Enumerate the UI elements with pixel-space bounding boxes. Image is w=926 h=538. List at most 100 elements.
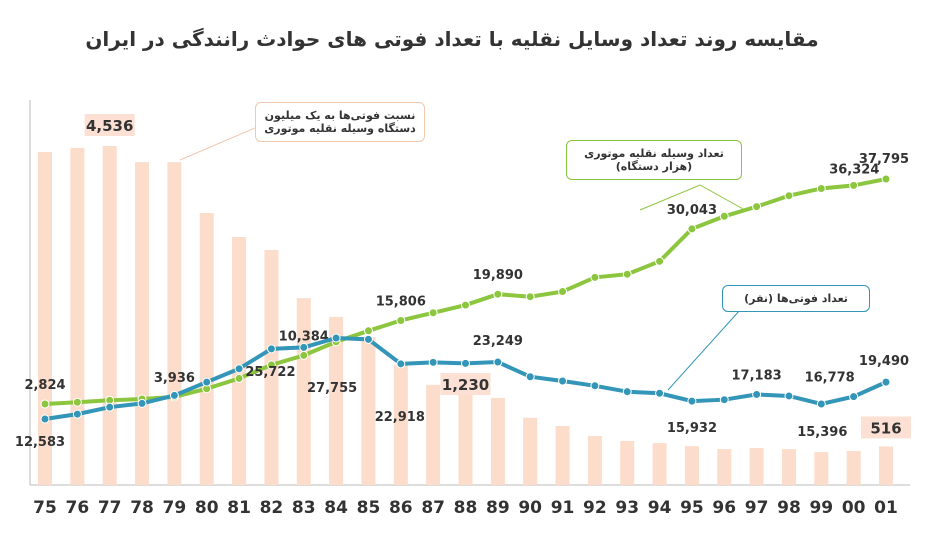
point (752, 389, 762, 399)
point (493, 357, 503, 367)
x-tick-label: 00 (842, 498, 866, 518)
bar (135, 162, 150, 485)
bar (329, 316, 344, 485)
bar (102, 146, 117, 485)
point (396, 315, 406, 325)
point (299, 342, 309, 352)
point (493, 289, 503, 299)
point (202, 377, 212, 387)
x-tick-label: 92 (583, 498, 607, 518)
point (849, 392, 859, 402)
value-label: 3,936 (154, 371, 195, 386)
point (752, 202, 762, 212)
point (881, 174, 891, 184)
bar (684, 446, 699, 485)
deaths-callout: تعداد فوتی‌ها (نفر) (722, 285, 870, 312)
x-tick-label: 76 (66, 498, 90, 518)
point (428, 308, 438, 318)
x-tick-label: 97 (745, 498, 769, 518)
bar (70, 147, 85, 485)
bar (490, 397, 505, 485)
x-tick-label: 94 (648, 498, 672, 518)
point (622, 269, 632, 279)
chart-title: مقایسه روند تعداد وسایل نقلیه با تعداد ف… (85, 27, 818, 51)
value-label: 516 (870, 419, 901, 437)
point (363, 334, 373, 344)
x-tick-label: 80 (195, 498, 219, 518)
x-tick-label: 88 (454, 498, 478, 518)
point (849, 180, 859, 190)
value-label: 27,755 (307, 381, 357, 396)
value-label: 15,396 (797, 425, 847, 440)
x-tick-label: 77 (98, 498, 122, 518)
x-tick-label: 85 (357, 498, 381, 518)
value-label: 22,918 (375, 410, 425, 425)
point (72, 397, 82, 407)
point (784, 391, 794, 401)
vehicles-callout: تعداد وسیله نقلیه موتوری (هزار دستگاه) (566, 140, 742, 180)
bar (458, 393, 473, 485)
x-tick-label: 93 (615, 498, 639, 518)
point (72, 409, 82, 419)
value-label: 15,932 (667, 421, 717, 436)
bar (393, 365, 408, 485)
point (169, 390, 179, 400)
point (461, 300, 470, 310)
point (784, 191, 794, 201)
bar (717, 449, 732, 485)
bar (587, 436, 602, 485)
value-label: 10,384 (279, 329, 329, 344)
point (428, 357, 438, 367)
point (266, 344, 276, 354)
x-tick-label: 82 (260, 498, 284, 518)
point (622, 387, 632, 397)
bar (814, 452, 829, 485)
x-tick-label: 96 (712, 498, 736, 518)
value-label: 37,795 (859, 152, 909, 167)
x-tick-label: 78 (130, 498, 154, 518)
x-tick-label: 79 (163, 498, 187, 518)
callout-pointer (639, 184, 746, 211)
point (816, 399, 826, 409)
value-label: 15,806 (376, 294, 426, 309)
bar (879, 446, 893, 485)
point (590, 381, 600, 391)
point (105, 402, 115, 412)
x-tick-label: 95 (680, 498, 704, 518)
label-bg (861, 416, 911, 439)
value-label: 36,324 (829, 162, 879, 177)
point (40, 414, 50, 424)
x-tick-label: 98 (777, 498, 801, 518)
point (331, 333, 341, 343)
point (363, 326, 373, 336)
point (40, 399, 50, 409)
value-label: 17,183 (732, 368, 782, 383)
x-tick-label: 99 (809, 498, 833, 518)
x-tick-label: 89 (486, 498, 510, 518)
point (299, 350, 309, 360)
point (881, 377, 891, 387)
x-tick-label: 86 (389, 498, 413, 518)
bar (652, 443, 667, 485)
x-tick-label: 75 (33, 498, 57, 518)
value-label: 19,490 (859, 354, 909, 369)
label-bg (84, 114, 135, 136)
point (525, 372, 535, 382)
bar (781, 449, 796, 485)
x-tick-label: 87 (421, 498, 445, 518)
value-label: 19,890 (473, 268, 523, 283)
value-label: 30,043 (667, 203, 717, 218)
point (655, 388, 665, 398)
value-label: 2,824 (24, 378, 65, 393)
callout-pointer (179, 127, 256, 161)
bar-callout: نسبت فوتی‌ها به یک میلیون دستگاه وسیله ن… (255, 102, 425, 142)
point (655, 256, 665, 266)
value-label: 23,249 (473, 334, 523, 349)
bar (555, 425, 570, 485)
x-tick-label: 84 (324, 498, 348, 518)
bar (361, 337, 376, 485)
value-label: 1,230 (442, 376, 489, 394)
value-label: 25,722 (245, 365, 295, 380)
